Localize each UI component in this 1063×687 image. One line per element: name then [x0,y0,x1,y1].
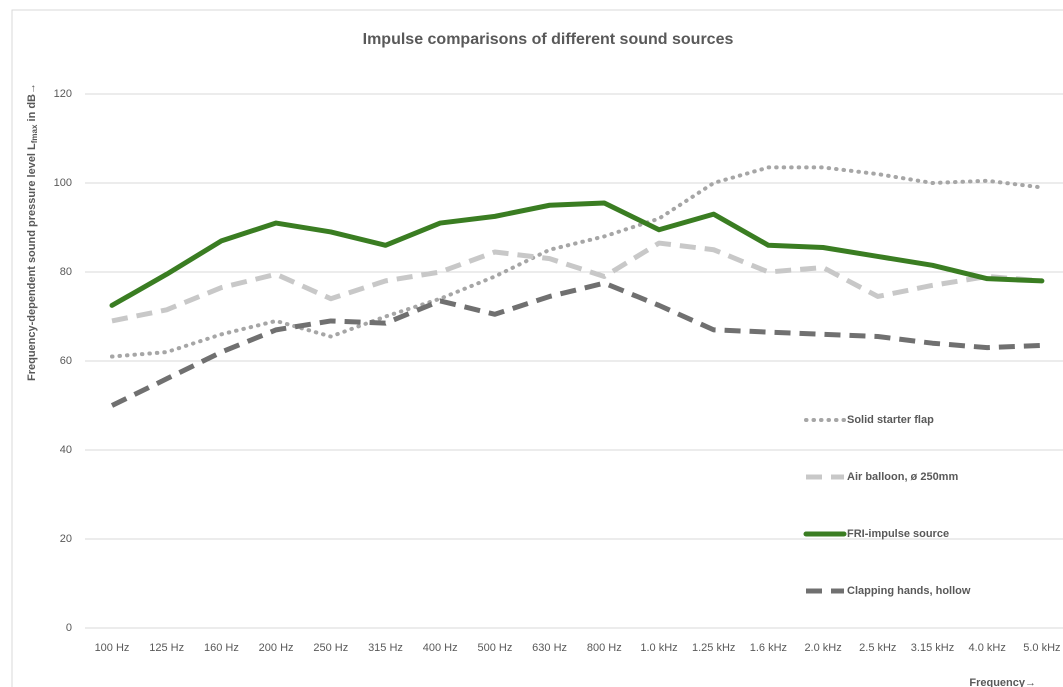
x-tick-label: 315 Hz [368,642,403,654]
x-tick-label: 200 Hz [259,642,294,654]
legend-label: Clapping hands, hollow [847,585,971,597]
series-line [109,200,1045,308]
x-tick-label: 4.0 kHz [969,642,1006,654]
x-tick-label: 630 Hz [532,642,567,654]
series-line [110,165,1044,359]
x-tick-label: 5.0 kHz [1023,642,1060,654]
x-tick-label: 1.6 kHz [750,642,787,654]
chart-title: Impulse comparisons of different sound s… [363,31,734,48]
y-axis-label: Frequency-dependent sound pressure level… [26,83,39,381]
series-line [110,280,1043,408]
y-tick-label: 100 [54,177,72,189]
x-tick-label: 1.25 kHz [692,642,735,654]
x-tick-label: 500 Hz [477,642,512,654]
y-label-suffix: in dB→ [26,83,38,125]
x-tick-label: 1.0 kHz [640,642,677,654]
legend-label: FRI-impulse source [847,528,949,540]
x-tick-label: 2.0 kHz [804,642,841,654]
y-tick-label: 0 [66,622,72,634]
y-tick-label: 60 [60,355,72,367]
x-tick-label: 125 Hz [149,642,184,654]
x-tick-label: 2.5 kHz [859,642,896,654]
x-tick-label: 250 Hz [313,642,348,654]
legend-label: Solid starter flap [847,414,934,426]
y-tick-label: 40 [60,444,72,456]
x-axis-label: Frequency→ [969,677,1036,687]
x-tick-label: 160 Hz [204,642,239,654]
x-tick-label: 400 Hz [423,642,458,654]
x-tick-label: 100 Hz [95,642,130,654]
y-tick-label: 120 [54,88,72,100]
chart-frame [11,9,1063,687]
y-tick-label: 80 [60,266,72,278]
x-tick-label: 3.15 kHz [911,642,954,654]
x-tick-label: 800 Hz [587,642,622,654]
legend-label: Air balloon, ø 250mm [847,471,958,483]
series-line [111,240,1043,324]
y-label-text: Frequency-dependent sound pressure level… [26,143,38,381]
y-tick-label: 20 [60,533,72,545]
y-label-subscript: fmax [30,124,39,143]
